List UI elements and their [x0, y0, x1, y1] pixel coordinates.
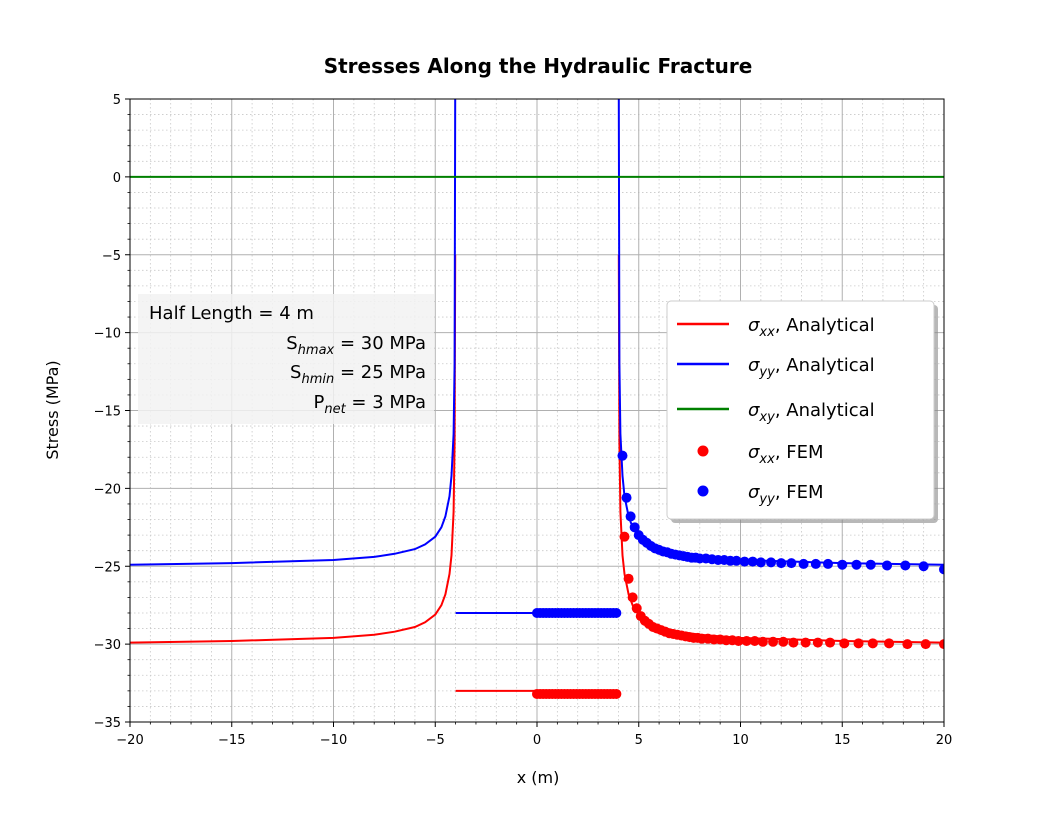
y-axis-label: Stress (MPa)	[43, 360, 62, 459]
legend-dot-swatch	[697, 485, 709, 497]
point-syy_fem	[939, 564, 944, 575]
y-tick-label: −35	[94, 716, 121, 731]
x-axis-label: x (m)	[517, 768, 560, 787]
point-syy_fem	[882, 560, 893, 571]
series-clip-group	[130, 99, 944, 699]
point-sxx_fem	[920, 639, 931, 650]
point-sxx_fem	[902, 639, 913, 650]
point-sxx_fem	[631, 603, 642, 614]
x-tick-label: 20	[936, 733, 953, 748]
parameter-annotation: Half Length = 4 m Shmax = 30 MPa Shmin = 2…	[138, 294, 434, 424]
x-tick-label: 0	[533, 733, 541, 748]
point-sxx_fem	[825, 637, 836, 648]
point-sxx_fem	[812, 637, 823, 648]
legend-label: σxx, FEM	[748, 442, 824, 467]
y-tick-label: −5	[102, 249, 121, 264]
point-sxx_fem	[749, 636, 760, 647]
point-sxx_fem	[611, 688, 622, 699]
point-sxx_fem	[768, 636, 779, 647]
point-sxx_fem	[619, 531, 630, 542]
x-tick-label: 15	[834, 733, 851, 748]
point-sxx_fem	[939, 639, 944, 650]
annotation-box	[138, 294, 434, 424]
annotation-line: Shmax = 30 MPa	[286, 333, 426, 358]
point-sxx_fem	[884, 638, 895, 649]
point-sxx_fem	[623, 573, 634, 584]
y-tick-label: 5	[113, 93, 121, 108]
point-syy_fem	[747, 556, 758, 567]
point-sxx_fem	[867, 638, 878, 649]
point-syy_fem	[810, 558, 821, 569]
legend-label: σxx, Analytical	[748, 315, 875, 340]
point-syy_fem	[823, 558, 834, 569]
point-sxx_fem	[733, 636, 744, 647]
point-sxx_fem	[788, 637, 799, 648]
chart-title: Stresses Along the Hydraulic Fracture	[324, 54, 753, 78]
point-syy_fem	[617, 450, 628, 461]
y-tick-label: −25	[94, 560, 121, 575]
point-sxx_fem	[757, 636, 768, 647]
x-tick-label: −10	[320, 733, 347, 748]
series-sxx_analytical_left	[130, 254, 457, 644]
x-tick-label: 5	[635, 733, 643, 748]
point-syy_fem	[629, 522, 640, 533]
point-sxx_fem	[778, 636, 789, 647]
y-tick-label: 0	[113, 171, 121, 186]
legend-label: σxy, Analytical	[748, 400, 875, 425]
point-syy_fem	[766, 557, 777, 568]
y-tick-label: −10	[94, 327, 121, 342]
legend-label: σyy, FEM	[748, 482, 824, 507]
legend-dot-swatch	[697, 445, 709, 457]
point-syy_fem	[625, 511, 636, 522]
point-syy_fem	[776, 558, 787, 569]
annotation-line: Half Length = 4 m	[149, 303, 314, 324]
point-syy_fem	[851, 559, 862, 570]
point-syy_fem	[739, 556, 750, 567]
point-syy_fem	[798, 558, 809, 569]
x-tick-label: −15	[218, 733, 245, 748]
annotation-line: Pnet = 3 MPa	[313, 392, 426, 417]
point-syy_fem	[900, 560, 911, 571]
point-syy_fem	[786, 558, 797, 569]
legend: σxx, Analytical σyy, Analytical σxy, Analy…	[666, 300, 938, 523]
point-sxx_fem	[741, 636, 752, 647]
y-tick-label: −30	[94, 638, 121, 653]
series-syy_analytical_left	[130, 99, 457, 566]
point-sxx_fem	[839, 638, 850, 649]
point-syy_fem	[755, 557, 766, 568]
legend-label: σyy, Analytical	[748, 355, 875, 380]
point-syy_fem	[865, 559, 876, 570]
point-sxx_fem	[800, 637, 811, 648]
annotation-line: Shmin = 25 MPa	[290, 362, 426, 387]
y-tick-label: −15	[94, 405, 121, 420]
y-tick-label: −20	[94, 482, 121, 497]
point-sxx_fem	[853, 638, 864, 649]
x-tick-label: −20	[116, 733, 143, 748]
ticks-layer: −20 −15 −10 −5 0 5 10 15 20 5 0 −5 −10 −15 −20 −25 −30 −3…	[94, 93, 953, 748]
point-syy_fem	[621, 492, 632, 503]
x-tick-label: −5	[426, 733, 445, 748]
point-sxx_fem	[627, 592, 638, 603]
point-syy_fem	[837, 559, 848, 570]
series-layer	[130, 99, 944, 699]
point-syy_fem	[918, 561, 929, 572]
point-syy_fem	[731, 555, 742, 566]
point-syy_fem	[611, 607, 622, 618]
legend-box	[666, 300, 935, 520]
x-tick-label: 10	[732, 733, 749, 748]
